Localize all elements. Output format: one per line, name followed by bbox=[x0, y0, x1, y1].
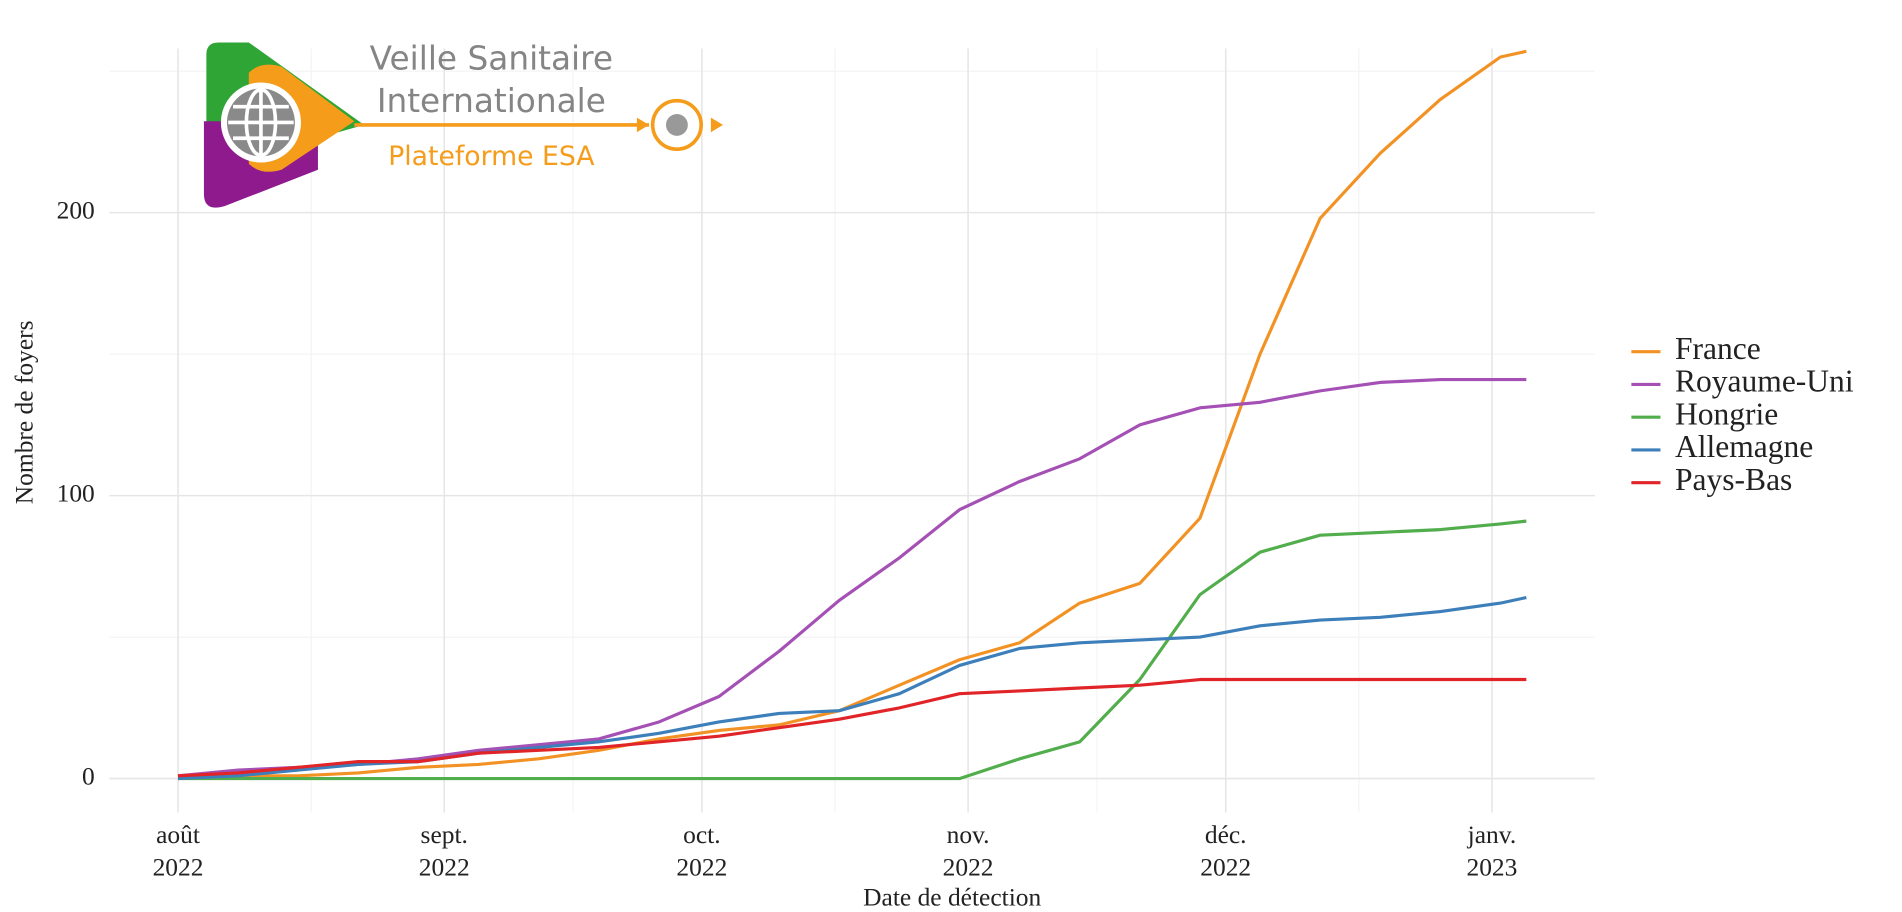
x-tick-label: nov. 2022 bbox=[943, 820, 994, 882]
logo-arrow bbox=[636, 117, 650, 133]
logo-text: Veille Sanitaire bbox=[370, 40, 613, 78]
y-tick-label: 200 bbox=[57, 195, 95, 224]
legend-label: Pays-Bas bbox=[1675, 462, 1792, 497]
logo: Veille Sanitaire Internationale Platefor… bbox=[203, 40, 723, 208]
legend-label: Allemagne bbox=[1675, 429, 1813, 464]
x-tick-label: janv. 2023 bbox=[1466, 820, 1517, 882]
y-axis-title: Nombre de foyers bbox=[10, 320, 39, 504]
x-tick-label: déc. 2022 bbox=[1200, 820, 1251, 882]
series-line bbox=[177, 677, 1527, 778]
series-line bbox=[177, 378, 1527, 778]
series-line bbox=[177, 519, 1527, 781]
x-axis-title: Date de détection bbox=[863, 883, 1041, 912]
series-line bbox=[177, 595, 1527, 781]
logo-text: Internationale bbox=[377, 82, 606, 120]
x-tick-label: août 2022 bbox=[153, 820, 204, 882]
logo-arrow bbox=[710, 117, 723, 133]
legend-label: Royaume-Uni bbox=[1675, 364, 1854, 399]
y-tick-label: 0 bbox=[82, 761, 95, 790]
logo-globe-lines bbox=[228, 87, 294, 158]
x-tick-label: oct. 2022 bbox=[676, 820, 727, 882]
x-tick-label: sept. 2022 bbox=[419, 820, 470, 882]
legend-label: France bbox=[1675, 331, 1761, 366]
logo-pupil bbox=[666, 114, 688, 136]
y-tick-label: 100 bbox=[57, 478, 95, 507]
series-line bbox=[177, 49, 1527, 778]
logo-subtitle: Plateforme ESA bbox=[388, 141, 595, 172]
legend-label: Hongrie bbox=[1675, 396, 1778, 431]
